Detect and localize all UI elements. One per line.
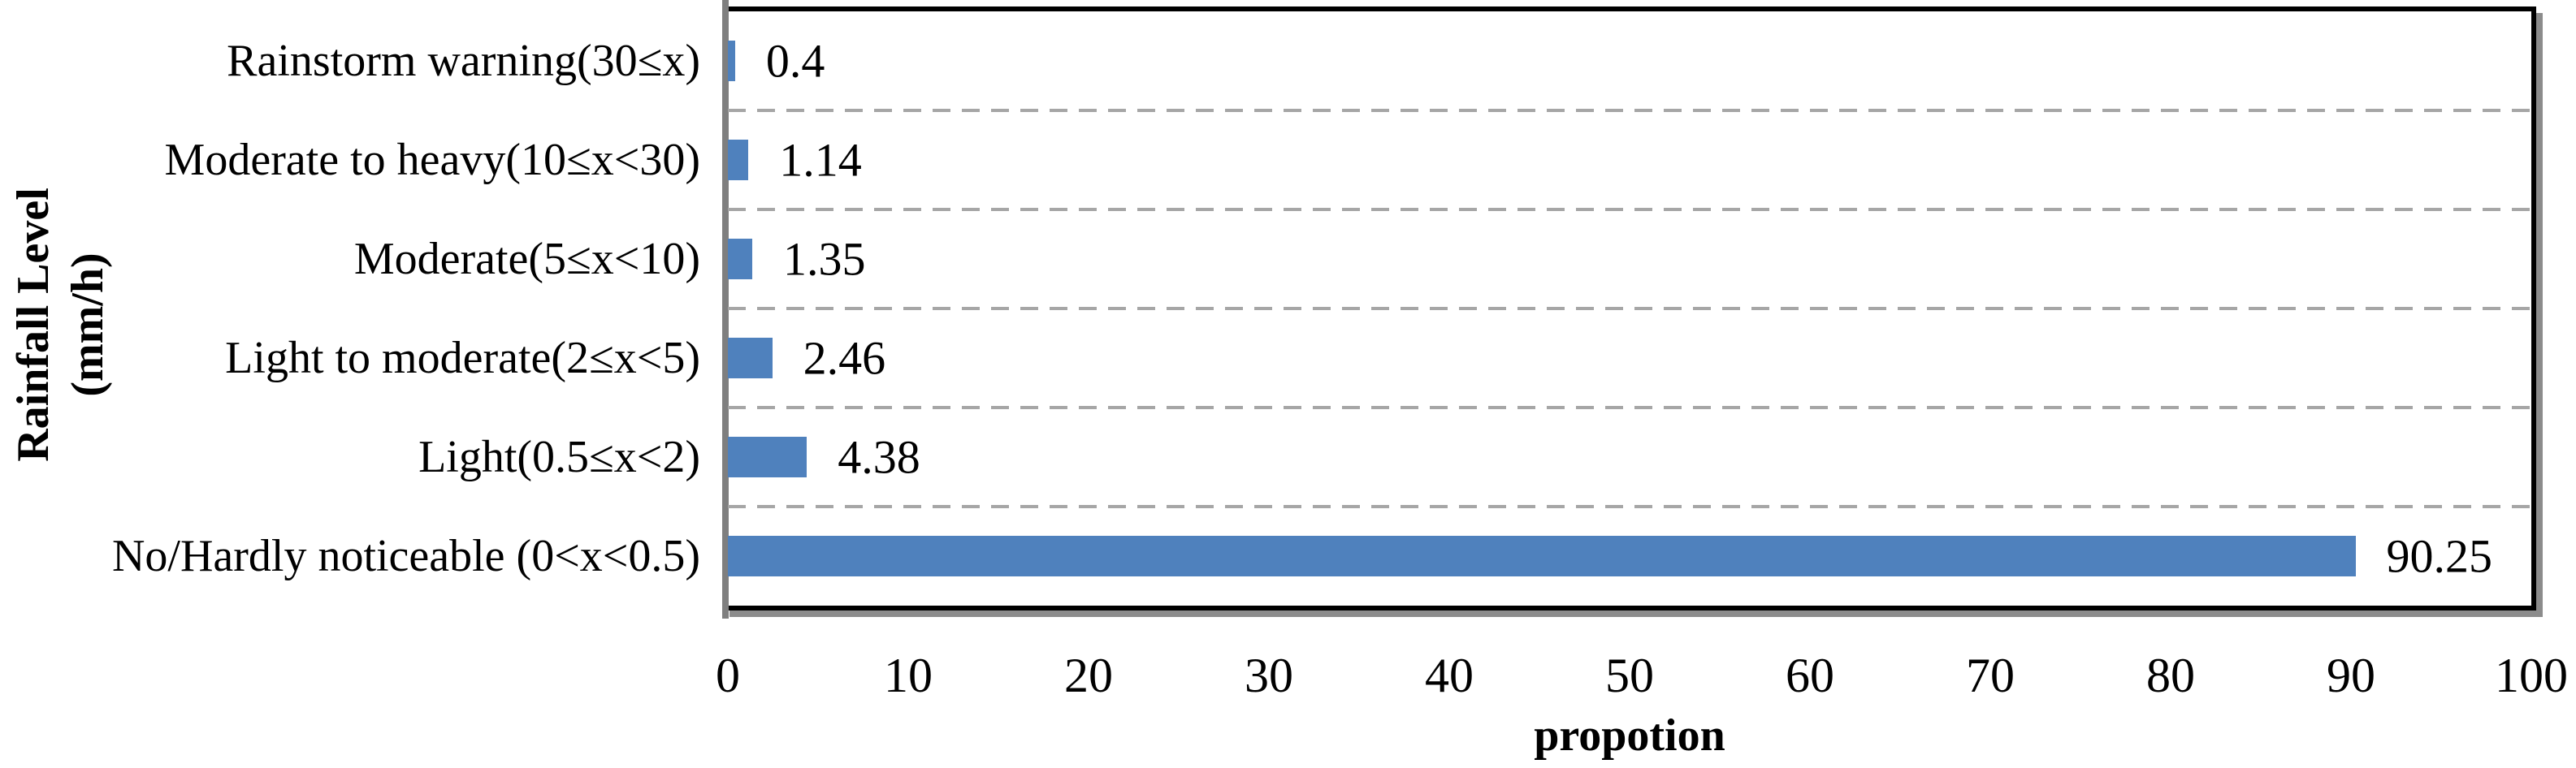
x-tick-label: 0 xyxy=(716,649,740,702)
bar-value-label: 0.4 xyxy=(765,34,825,88)
bar xyxy=(728,239,752,279)
x-tick-label: 90 xyxy=(2327,649,2375,702)
gridline xyxy=(728,406,2531,409)
bar-value-label: 90.25 xyxy=(2386,529,2493,583)
x-tick-label: 50 xyxy=(1605,649,1654,702)
x-tick-label: 40 xyxy=(1425,649,1474,702)
gridline xyxy=(728,307,2531,310)
gridline xyxy=(728,109,2531,112)
category-label: Light to moderate(2≤x<5) xyxy=(225,333,700,383)
gridline xyxy=(728,208,2531,211)
gridline xyxy=(728,505,2531,508)
bar xyxy=(728,437,807,477)
x-tick-label: 80 xyxy=(2146,649,2195,702)
bar xyxy=(728,536,2356,576)
x-tick-label: 100 xyxy=(2495,649,2568,702)
x-tick-label: 30 xyxy=(1245,649,1293,702)
category-label: Rainstorm warning(30≤x) xyxy=(227,36,700,86)
bar-value-label: 2.46 xyxy=(803,331,886,385)
bar xyxy=(728,140,749,180)
x-tick-label: 10 xyxy=(884,649,933,702)
category-axis-line xyxy=(722,0,729,619)
x-tick-label: 60 xyxy=(1786,649,1834,702)
category-label: Light(0.5≤x<2) xyxy=(418,432,700,482)
bar-value-label: 4.38 xyxy=(838,430,920,484)
bar-value-label: 1.35 xyxy=(782,232,866,286)
x-tick-label: 20 xyxy=(1064,649,1113,702)
bar xyxy=(728,41,735,81)
category-label: Moderate to heavy(10≤x<30) xyxy=(164,135,700,185)
category-label: Moderate(5≤x<10) xyxy=(353,234,700,284)
x-tick-label: 70 xyxy=(1966,649,2015,702)
x-axis-title: propotion xyxy=(1534,710,1725,761)
bar xyxy=(728,338,773,378)
category-label: No/Hardly noticeable (0<x<0.5) xyxy=(111,531,700,581)
bar-value-label: 1.14 xyxy=(779,133,862,187)
plot-area: 0.4 1.14 1.35 2.46 4.38 90.25 xyxy=(722,0,2536,619)
